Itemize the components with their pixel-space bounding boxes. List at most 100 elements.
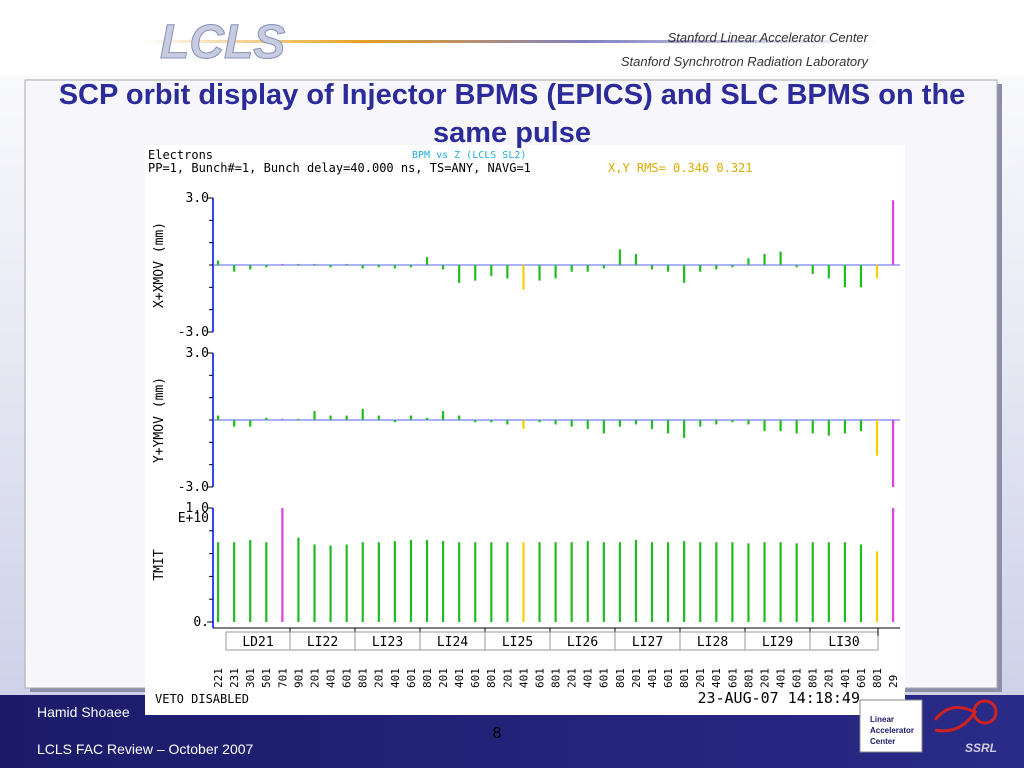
bpm-label: 801 — [421, 668, 434, 688]
bpm-label: 401 — [775, 668, 788, 688]
sector-label: LI22 — [307, 635, 338, 650]
bpm-label: 201 — [373, 668, 386, 688]
params: PP=1, Bunch#=1, Bunch delay=40.000 ns, T… — [148, 161, 531, 175]
bar — [827, 265, 830, 279]
sector-label: LI26 — [567, 635, 598, 650]
bar — [281, 263, 284, 265]
bar — [843, 265, 846, 288]
bar — [699, 265, 702, 272]
bar — [442, 541, 445, 622]
sector-box — [809, 631, 879, 651]
bar — [554, 420, 557, 425]
bar — [586, 541, 589, 622]
sector-label: LI23 — [372, 635, 403, 650]
bpm-label: 201 — [630, 668, 643, 688]
bar — [634, 420, 638, 425]
bar — [747, 420, 750, 425]
sector-label: LI25 — [502, 635, 533, 650]
bpm-label: 201 — [501, 668, 514, 688]
bar — [634, 539, 638, 622]
bar — [763, 253, 766, 265]
exponent-label: E+10 — [178, 511, 209, 526]
bar — [875, 551, 879, 622]
bpm-label: 801 — [871, 668, 884, 688]
bar — [731, 542, 734, 622]
bar — [233, 420, 236, 427]
bar — [313, 544, 316, 622]
bar — [602, 265, 605, 269]
bar — [345, 263, 348, 265]
slac-logo-text: Accelerator — [870, 726, 914, 735]
bpm-label: 401 — [582, 668, 595, 688]
bar — [618, 249, 621, 265]
bar — [458, 265, 461, 283]
bar — [361, 265, 364, 269]
bpm-label: 231 — [228, 668, 241, 688]
bar — [618, 420, 621, 427]
y-tick-label: 0. — [193, 615, 209, 630]
bar — [554, 542, 557, 622]
bar — [361, 408, 364, 420]
bar — [393, 265, 396, 269]
y-tick-label: 3.0 — [186, 346, 209, 361]
bar — [875, 420, 879, 456]
lab-name: Stanford Synchrotron Radiation Laborator… — [621, 54, 870, 69]
bar — [409, 265, 413, 268]
bpm-label: 401 — [517, 668, 530, 688]
y-tick-label: -3.0 — [178, 480, 209, 495]
bar — [409, 539, 413, 622]
slac-logo-text: Linear — [870, 715, 894, 724]
author: Hamid Shoaee — [37, 704, 130, 720]
status: VETO DISABLED — [155, 692, 249, 706]
bpm-label: 201 — [308, 668, 321, 688]
bar — [506, 542, 509, 622]
bar — [265, 417, 268, 420]
bpm-label: 901 — [292, 668, 305, 688]
bar — [217, 542, 220, 622]
sector-label: LI28 — [697, 635, 728, 650]
event: LCLS FAC Review – October 2007 — [37, 741, 254, 757]
bar — [329, 265, 332, 268]
bar — [875, 265, 879, 279]
bar — [538, 420, 541, 423]
sector-label: LI29 — [762, 635, 793, 650]
sector-label: LI24 — [437, 635, 468, 650]
bpm-label: 601 — [726, 668, 739, 688]
bpm-label: 601 — [341, 668, 354, 688]
y-tick-label: -3.0 — [178, 325, 209, 340]
bar — [506, 265, 509, 279]
bar — [265, 265, 268, 268]
bar — [442, 265, 445, 270]
bar — [618, 542, 621, 622]
bar — [586, 420, 589, 429]
bar — [329, 545, 332, 622]
bar — [570, 420, 573, 427]
bar — [281, 508, 284, 622]
bar — [458, 415, 461, 420]
bar — [892, 200, 895, 265]
slide-title: SCP orbit display of Injector BPMS (EPIC… — [58, 79, 966, 149]
bar — [650, 420, 654, 429]
bar — [377, 265, 380, 268]
bar — [490, 265, 493, 277]
bar — [313, 263, 316, 265]
bar — [683, 541, 686, 622]
bar — [763, 542, 766, 622]
bar — [217, 260, 220, 265]
bar — [731, 420, 734, 423]
bar — [811, 265, 814, 274]
bar — [249, 420, 252, 427]
header-rule — [140, 40, 880, 43]
bar — [265, 542, 268, 622]
bar — [683, 265, 686, 283]
bpm-label: 601 — [662, 668, 675, 688]
bar — [843, 420, 846, 434]
bar — [474, 542, 477, 622]
bar — [779, 251, 782, 265]
bar — [425, 417, 429, 420]
bpm-label: 601 — [855, 668, 868, 688]
bar — [892, 508, 895, 622]
bar — [217, 415, 220, 420]
bar — [859, 265, 863, 288]
